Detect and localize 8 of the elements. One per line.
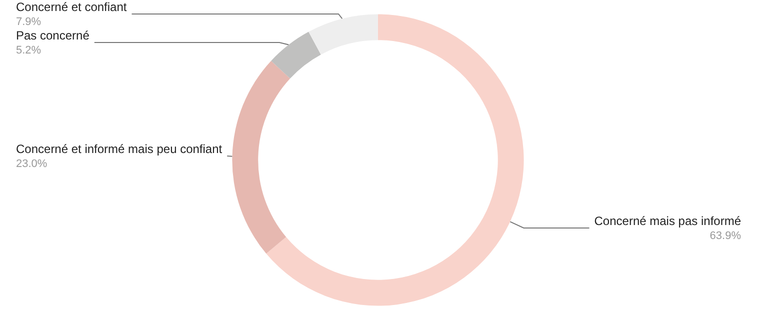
slice-label: Concerné et informé mais peu confiant: [16, 142, 223, 156]
slice-label: Concerné mais pas informé: [594, 214, 742, 228]
data-label: 5.2%: [16, 44, 42, 56]
data-label: 7.9%: [16, 16, 42, 28]
slice-label: Pas concerné: [16, 28, 90, 42]
data-label: 63.9%: [710, 230, 742, 242]
data-label: 23.0%: [16, 158, 48, 170]
slice-label: Concerné et confiant: [16, 0, 128, 14]
